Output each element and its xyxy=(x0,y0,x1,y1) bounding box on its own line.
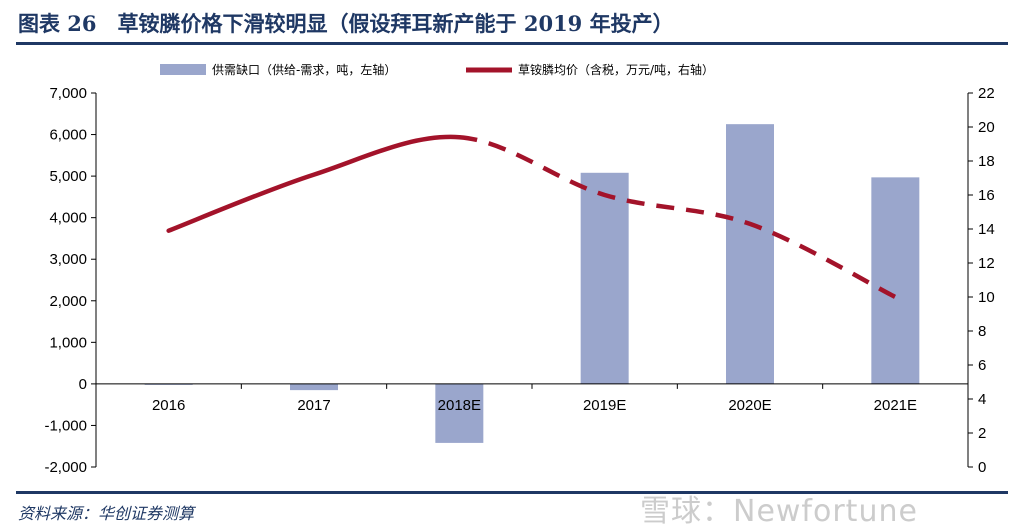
legend-bar-label: 供需缺口（供给-需求，吨，左轴） xyxy=(212,62,396,77)
category-label-2019E: 2019E xyxy=(583,397,626,414)
left-tick-label: 7,000 xyxy=(49,85,87,102)
price-line-actual xyxy=(166,134,462,233)
right-tick-label: 6 xyxy=(978,357,986,374)
chart-canvas: 供需缺口（供给-需求，吨，左轴） 草铵膦均价（含税，万元/吨，右轴） -2,00… xyxy=(44,62,995,476)
bar-series xyxy=(144,124,920,443)
left-tick-label: 1,000 xyxy=(49,334,87,351)
right-tick-label: 2 xyxy=(978,425,986,442)
left-tick-label: 5,000 xyxy=(49,168,87,185)
category-axis-ticks: 2016 2017 2018E 2019E 2020E 2021E xyxy=(95,383,969,414)
bar-2020E xyxy=(726,124,774,384)
left-tick-label: 3,000 xyxy=(49,251,87,268)
category-label-2020E: 2020E xyxy=(728,397,771,414)
right-tick-label: 10 xyxy=(978,289,995,306)
right-axis-ticks: 0 2 4 6 8 10 12 14 16 18 20 22 xyxy=(968,85,995,476)
footer-rule xyxy=(16,491,1008,494)
left-tick-label: 4,000 xyxy=(49,210,87,227)
axes xyxy=(95,93,969,467)
category-label-2018E: 2018E xyxy=(438,397,481,414)
left-tick-label: -1,000 xyxy=(44,417,87,434)
bar-2018E xyxy=(435,383,484,443)
legend: 供需缺口（供给-需求，吨，左轴） 草铵膦均价（含税，万元/吨，右轴） xyxy=(160,62,714,77)
left-tick-label: 2,000 xyxy=(49,293,87,310)
category-label-2021E: 2021E xyxy=(874,397,917,414)
category-label-2016: 2016 xyxy=(152,397,185,414)
price-line-series xyxy=(166,134,897,300)
right-tick-label: 14 xyxy=(978,221,995,238)
left-tick-label: 0 xyxy=(79,376,87,393)
category-label-2017: 2017 xyxy=(297,397,330,414)
watermark: 雪球：Newfortune xyxy=(640,494,918,529)
left-axis-ticks: -2,000 -1,000 0 1,000 2,000 3,000 4,000 5,000 6,… xyxy=(44,85,96,476)
right-tick-label: 8 xyxy=(978,323,986,340)
right-tick-label: 4 xyxy=(978,391,986,408)
bar-2017 xyxy=(290,383,338,391)
title-rule xyxy=(16,42,1008,45)
right-tick-label: 0 xyxy=(978,459,986,476)
legend-line-label: 草铵膦均价（含税，万元/吨，右轴） xyxy=(518,62,714,77)
right-tick-label: 20 xyxy=(978,119,995,136)
right-tick-label: 22 xyxy=(978,85,995,102)
left-tick-label: 6,000 xyxy=(49,127,87,144)
left-tick-label: -2,000 xyxy=(44,459,87,476)
chart-title: 图表 26 草铵膦价格下滑较明显（假设拜耳新产能于 2019 年投产） xyxy=(18,11,674,36)
legend-bar-swatch xyxy=(160,64,206,75)
right-tick-label: 12 xyxy=(978,255,995,272)
right-tick-label: 16 xyxy=(978,187,995,204)
right-tick-label: 18 xyxy=(978,153,995,170)
source-note: 资料来源：华创证券测算 xyxy=(18,504,195,523)
price-line-forecast xyxy=(459,134,897,300)
bar-2021E xyxy=(871,177,920,384)
bar-2019E xyxy=(580,172,629,384)
